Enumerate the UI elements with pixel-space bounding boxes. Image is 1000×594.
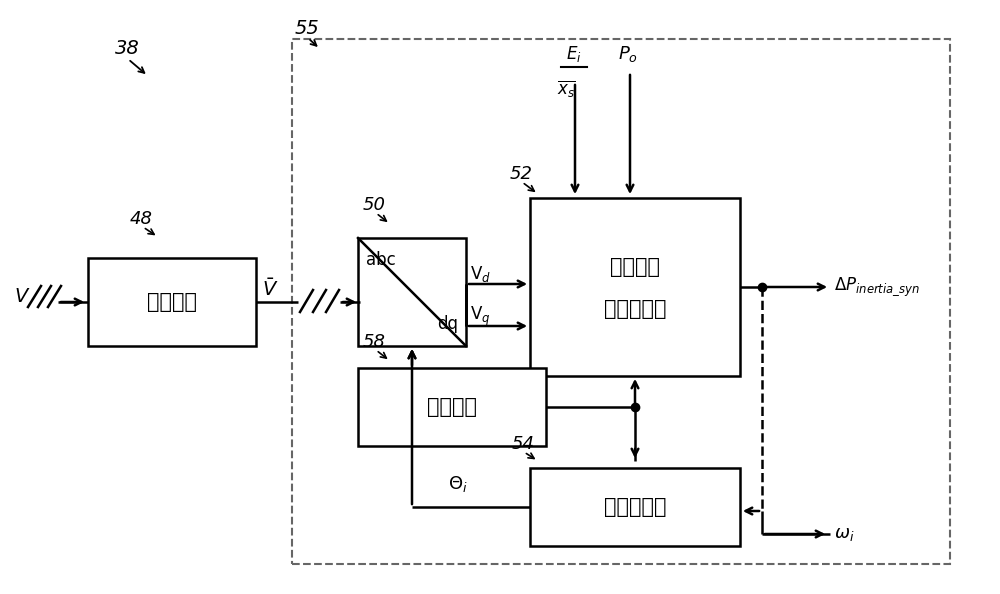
Text: 响应计算器: 响应计算器 [604,299,666,319]
Text: $E_i$: $E_i$ [566,44,582,64]
Text: V$_d$: V$_d$ [470,264,491,284]
Bar [88,258,256,346]
Text: 系统参数: 系统参数 [427,397,477,417]
Bar [358,238,466,346]
Text: $\omega_i$: $\omega_i$ [834,525,855,543]
Text: 58: 58 [363,333,386,351]
Text: 52: 52 [510,165,533,183]
Bar [530,468,740,546]
Text: 综合慢性: 综合慢性 [610,257,660,277]
Bar [358,368,546,446]
Text: V: V [14,287,27,307]
Text: $P_o$: $P_o$ [618,44,638,64]
Text: $\overline{x_s}$: $\overline{x_s}$ [557,78,575,99]
Text: abc: abc [366,251,396,269]
Text: $\Theta_i$: $\Theta_i$ [448,474,468,494]
Text: 38: 38 [115,39,140,58]
Text: $\Delta P_{inertia\_syn}$: $\Delta P_{inertia\_syn}$ [834,276,920,298]
Text: V$_q$: V$_q$ [470,304,490,328]
Text: 48: 48 [130,210,153,228]
Text: 环反馈电路: 环反馈电路 [604,497,666,517]
Text: 采样电路: 采样电路 [147,292,197,312]
Bar [530,198,740,376]
Text: 50: 50 [363,196,386,214]
Text: dq: dq [437,315,458,333]
Text: 55: 55 [295,19,320,38]
Text: $\bar{V}$: $\bar{V}$ [262,278,278,300]
Text: 54: 54 [512,435,535,453]
Bar [292,39,950,564]
